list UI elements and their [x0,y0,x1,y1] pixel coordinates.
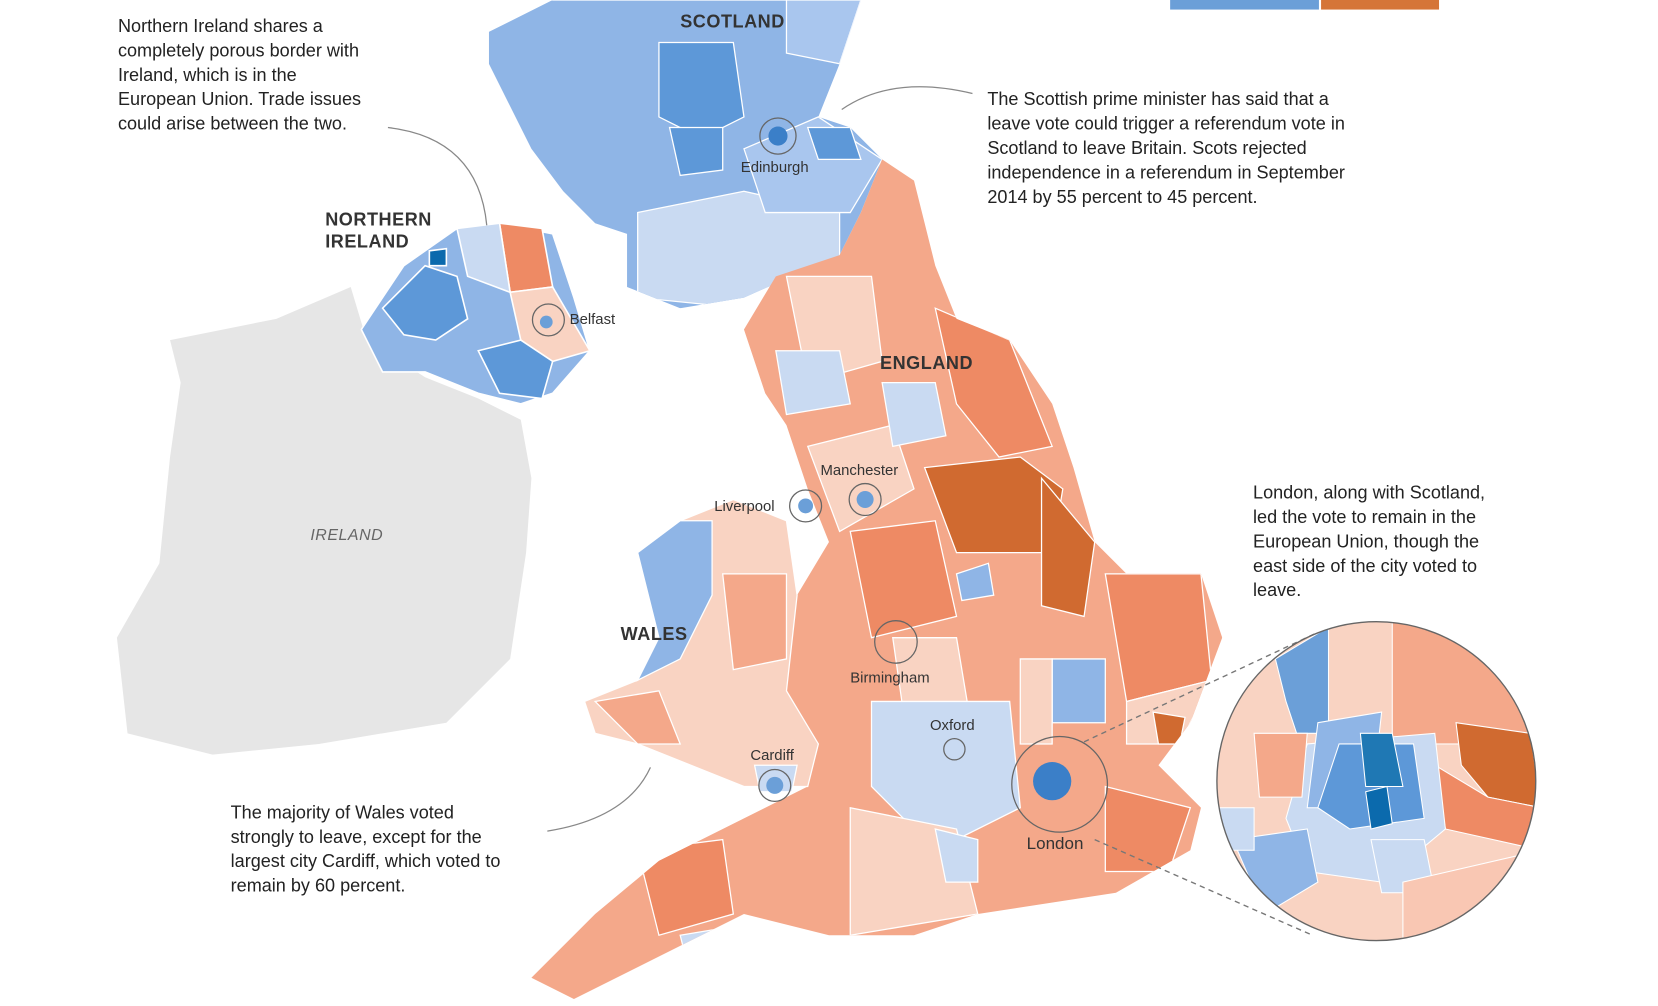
annotation-scotland: The Scottish prime minister has said tha… [987,87,1345,209]
london-inset [1216,621,1536,941]
ireland-landmass [116,286,532,755]
birmingham-marker [874,620,918,664]
annotation-line: completely porous border with [117,40,359,61]
northern-ireland-map [360,222,592,405]
label-northern-ireland: NORTHERN IRELAND [325,208,432,253]
label-oxford: Oxford [929,716,975,734]
annotation-line: remain by 60 percent. [230,875,406,896]
label-manchester: Manchester [820,461,899,479]
annotation-line: leave. [1253,580,1302,601]
annotation-line: leave vote could trigger a referendum vo… [987,113,1345,134]
label-cardiff: Cardiff [750,746,794,764]
annotation-line: Scotland to leave Britain. Scots rejecte… [987,138,1307,159]
city-markers [531,303,1109,833]
label-belfast: Belfast [569,310,616,328]
label-liverpool: Liverpool [714,497,775,515]
zoom-connector-lines [1083,631,1319,936]
label-wales: WALES [620,623,688,645]
annotation-line: could arise between the two. [117,113,347,134]
label-birmingham: Birmingham [850,668,930,686]
label-london: London [1026,835,1084,854]
annotation-line: Northern Ireland shares a [117,15,323,37]
annotation-line: The Scottish prime minister has said tha… [987,89,1329,110]
annotation-line: 2014 by 55 percent to 45 percent. [987,187,1258,208]
annotation-line: London, along with Scotland, [1253,482,1486,503]
legend-remain-bar [1170,0,1319,10]
liverpool-marker [789,489,823,523]
cardiff-marker [758,768,792,802]
label-england: ENGLAND [879,352,974,374]
annotation-line: European Union, though the [1253,531,1480,552]
legend-leave-bar [1321,0,1440,10]
london-marker [1011,735,1109,833]
annotation-line: led the vote to remain in the [1253,506,1477,528]
annotation-northern-ireland: Northern Ireland shares a completely por… [118,14,361,136]
annotation-line: largest city Cardiff, which voted to [230,851,501,872]
label-ni-line1: NORTHERN [325,209,432,230]
london-inset-border [1216,621,1537,942]
wales-map [583,498,820,793]
label-edinburgh: Edinburgh [740,158,809,176]
annotation-line: European Union. Trade issues [117,89,362,110]
annotation-line: Ireland, which is in the [117,64,297,86]
label-ireland: IRELAND [310,526,384,545]
annotation-line: strongly to leave, except for the [230,826,482,848]
edinburgh-marker [759,117,797,155]
label-scotland: SCOTLAND [680,11,785,32]
label-ni-line2: IRELAND [325,231,410,252]
annotation-london: London, along with Scotland, led the vot… [1253,480,1485,602]
edinburgh-area [768,126,788,146]
annotation-line: east side of the city voted to [1253,555,1478,577]
belfast-marker [531,303,565,337]
annotation-leaders [387,86,973,832]
annotation-line: independence in a referendum in Septembe… [987,162,1345,183]
annotation-wales: The majority of Wales voted strongly to … [231,800,501,898]
city-fills [539,315,1072,801]
annotation-line: The majority of Wales voted [230,802,454,823]
manchester-marker [848,482,882,517]
oxford-marker [943,738,966,761]
